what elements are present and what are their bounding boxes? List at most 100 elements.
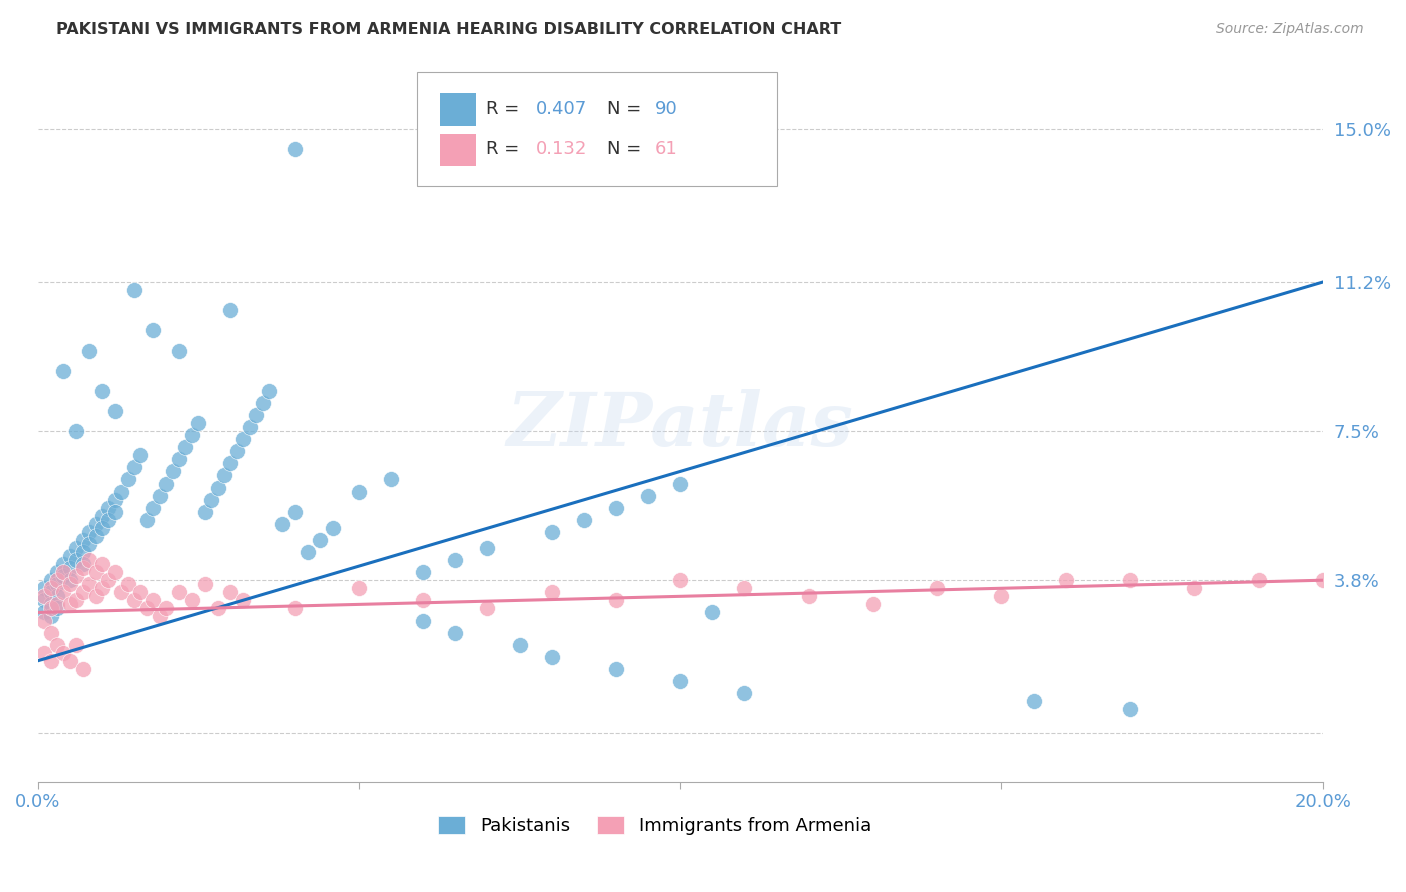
Point bbox=[1119, 702, 1142, 716]
Point bbox=[284, 601, 307, 615]
Point bbox=[734, 581, 756, 595]
Point bbox=[540, 649, 562, 664]
Point bbox=[72, 545, 94, 559]
Point bbox=[797, 590, 820, 604]
Point bbox=[122, 283, 145, 297]
Point bbox=[32, 593, 55, 607]
Point bbox=[734, 686, 756, 700]
Point bbox=[219, 456, 242, 470]
Point bbox=[572, 513, 595, 527]
Point bbox=[122, 460, 145, 475]
Point bbox=[309, 533, 332, 547]
Point bbox=[540, 524, 562, 539]
Point bbox=[862, 598, 884, 612]
Point bbox=[117, 577, 139, 591]
Point bbox=[444, 553, 467, 567]
FancyBboxPatch shape bbox=[416, 72, 776, 186]
Text: N =: N = bbox=[607, 140, 647, 158]
Point bbox=[110, 484, 132, 499]
Point bbox=[1022, 694, 1045, 708]
Point bbox=[32, 614, 55, 628]
Text: ZIPatlas: ZIPatlas bbox=[506, 389, 853, 461]
Point bbox=[187, 416, 209, 430]
Point bbox=[65, 593, 87, 607]
Point bbox=[84, 516, 107, 531]
Point bbox=[155, 601, 177, 615]
Point bbox=[180, 428, 202, 442]
Point bbox=[284, 142, 307, 156]
Text: 61: 61 bbox=[655, 140, 678, 158]
Point bbox=[39, 609, 62, 624]
Point bbox=[180, 593, 202, 607]
Point bbox=[927, 581, 949, 595]
Point bbox=[91, 581, 114, 595]
Point bbox=[477, 541, 499, 555]
Point bbox=[59, 654, 82, 668]
Point bbox=[104, 505, 127, 519]
Point bbox=[97, 500, 120, 515]
Text: PAKISTANI VS IMMIGRANTS FROM ARMENIA HEARING DISABILITY CORRELATION CHART: PAKISTANI VS IMMIGRANTS FROM ARMENIA HEA… bbox=[56, 22, 841, 37]
Point bbox=[65, 553, 87, 567]
Point bbox=[200, 492, 222, 507]
Point bbox=[1054, 573, 1077, 587]
Point bbox=[149, 609, 172, 624]
Text: 0.132: 0.132 bbox=[536, 140, 588, 158]
Point bbox=[477, 601, 499, 615]
Point bbox=[65, 541, 87, 555]
Point bbox=[91, 384, 114, 398]
Point bbox=[122, 593, 145, 607]
Point bbox=[990, 590, 1012, 604]
Point bbox=[540, 585, 562, 599]
Point bbox=[46, 590, 69, 604]
Point bbox=[135, 601, 157, 615]
Point bbox=[1182, 581, 1205, 595]
Point bbox=[52, 585, 75, 599]
Point bbox=[84, 565, 107, 579]
Point bbox=[297, 545, 319, 559]
Point bbox=[702, 606, 724, 620]
Point bbox=[59, 598, 82, 612]
Point bbox=[97, 513, 120, 527]
Point bbox=[32, 606, 55, 620]
Point bbox=[32, 590, 55, 604]
Point bbox=[77, 537, 100, 551]
Point bbox=[32, 581, 55, 595]
Point bbox=[347, 581, 370, 595]
Point bbox=[167, 343, 190, 358]
Point bbox=[39, 585, 62, 599]
Point bbox=[412, 593, 434, 607]
Point bbox=[142, 323, 165, 337]
Point bbox=[149, 489, 172, 503]
Point bbox=[46, 601, 69, 615]
Point bbox=[91, 521, 114, 535]
Point bbox=[104, 565, 127, 579]
Point bbox=[412, 614, 434, 628]
Point bbox=[380, 473, 402, 487]
Point bbox=[284, 505, 307, 519]
Point bbox=[270, 516, 292, 531]
Legend: Pakistanis, Immigrants from Armenia: Pakistanis, Immigrants from Armenia bbox=[429, 806, 880, 844]
Point bbox=[194, 577, 217, 591]
Point bbox=[155, 476, 177, 491]
Point bbox=[59, 573, 82, 587]
Point bbox=[32, 646, 55, 660]
Point bbox=[110, 585, 132, 599]
Point bbox=[77, 577, 100, 591]
Point bbox=[1247, 573, 1270, 587]
Point bbox=[212, 468, 235, 483]
FancyBboxPatch shape bbox=[440, 94, 475, 126]
Point bbox=[39, 654, 62, 668]
Point bbox=[174, 440, 197, 454]
Point bbox=[72, 533, 94, 547]
Point bbox=[605, 662, 627, 676]
Point bbox=[252, 396, 274, 410]
Point bbox=[72, 561, 94, 575]
Point bbox=[77, 343, 100, 358]
Text: Source: ZipAtlas.com: Source: ZipAtlas.com bbox=[1216, 22, 1364, 37]
Point bbox=[39, 625, 62, 640]
Point bbox=[72, 585, 94, 599]
Point bbox=[46, 577, 69, 591]
Point bbox=[142, 500, 165, 515]
Point bbox=[444, 625, 467, 640]
Point bbox=[46, 638, 69, 652]
